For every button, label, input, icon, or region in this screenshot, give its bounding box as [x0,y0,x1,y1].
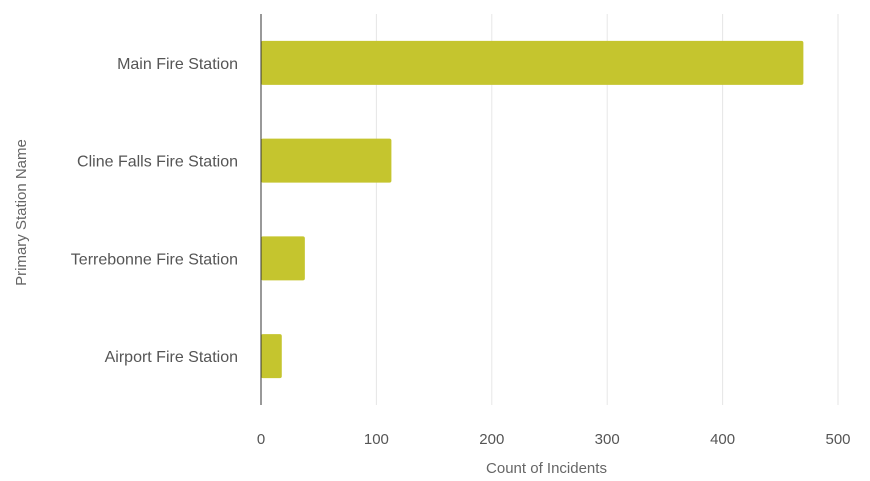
category-labels: Main Fire Station Cline Falls Fire Statio… [71,56,238,366]
bar[interactable] [261,40,804,85]
x-tick-label: 400 [710,431,735,448]
x-tick-label: 100 [364,431,389,448]
y-axis-title: Primary Station Name [13,139,30,286]
x-tick-label: 500 [825,431,850,448]
x-tick-labels: 0 100 200 300 400 500 [257,431,851,448]
x-axis-title: Count of Incidents [486,460,607,477]
category-label: Airport Fire Station [105,349,238,366]
bar[interactable] [261,334,282,379]
category-label: Main Fire Station [117,56,238,73]
bars [261,40,804,379]
category-label: Terrebonne Fire Station [71,251,238,268]
x-tick-label: 300 [595,431,620,448]
bar[interactable] [261,138,392,183]
x-tick-label: 200 [479,431,504,448]
bar[interactable] [261,236,305,281]
x-tick-label: 0 [257,431,265,448]
category-label: Cline Falls Fire Station [77,154,238,171]
